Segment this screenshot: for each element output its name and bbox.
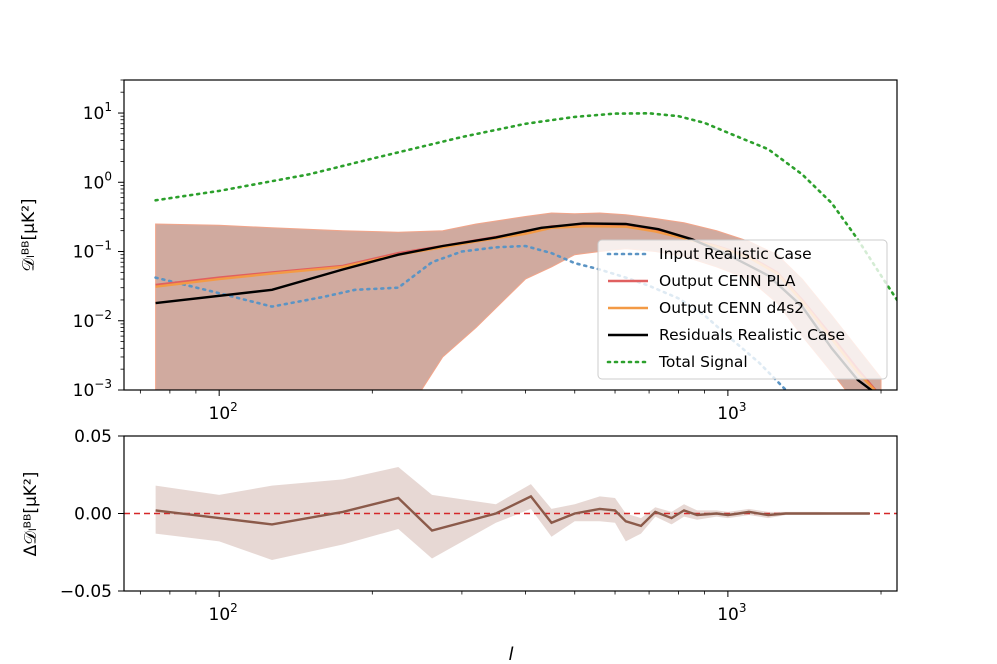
- y-tick-label: 0.05: [74, 427, 112, 447]
- y-tick-label: −0.05: [60, 582, 112, 602]
- top-axes-frame: [123, 79, 898, 391]
- legend-label-input-realistic-case: Input Realistic Case: [659, 245, 812, 263]
- legend-label-residuals-realistic-case: Residuals Realistic Case: [659, 326, 845, 344]
- legend-label-total-signal: Total Signal: [658, 353, 748, 371]
- top-panel: 102 103 10−3 10−2 10−1 100 101 𝒟ₗᴮᴮ[μK²] Input…: [19, 79, 898, 424]
- x-axis-label: l: [508, 644, 513, 664]
- legend-label-output-cenn-pla: Output CENN PLA: [659, 272, 796, 290]
- x-tick-label: 103: [717, 601, 746, 625]
- bottom-axis-ticks: 102 103 0.05 0.00 −0.05: [60, 427, 882, 625]
- y-tick-label: 101: [83, 100, 112, 124]
- x-tick-label: 102: [209, 400, 238, 424]
- y-tick-label: 10−3: [73, 377, 112, 401]
- top-y-axis-label: 𝒟ₗᴮᴮ[μK²]: [19, 198, 39, 271]
- legend-box: [597, 239, 888, 380]
- y-tick-label: 10−2: [73, 308, 112, 332]
- legend: Input Realistic Case Output CENN PLA Outpu…: [597, 239, 888, 380]
- x-tick-label: 103: [717, 400, 746, 424]
- difference-band: [155, 467, 870, 560]
- y-tick-label: 100: [83, 169, 112, 193]
- top-axis-ticks: 102 103 10−3 10−2 10−1 100 101: [73, 79, 882, 424]
- y-tick-label: 0.00: [74, 505, 112, 525]
- bottom-y-axis-label: Δ𝒟ₗᴮᴮ[μK²]: [21, 472, 41, 557]
- series-line-total-signal: [154, 111, 897, 302]
- bottom-panel: 102 103 0.05 0.00 −0.05 Δ𝒟ₗᴮᴮ[μK²] l: [21, 427, 898, 664]
- legend-label-output-cenn-d4s2: Output CENN d4s2: [659, 299, 804, 317]
- y-tick-label: 10−1: [73, 239, 112, 263]
- difference-line: [155, 494, 870, 532]
- bottom-plot-area: [124, 467, 897, 560]
- x-tick-label: 102: [209, 601, 238, 625]
